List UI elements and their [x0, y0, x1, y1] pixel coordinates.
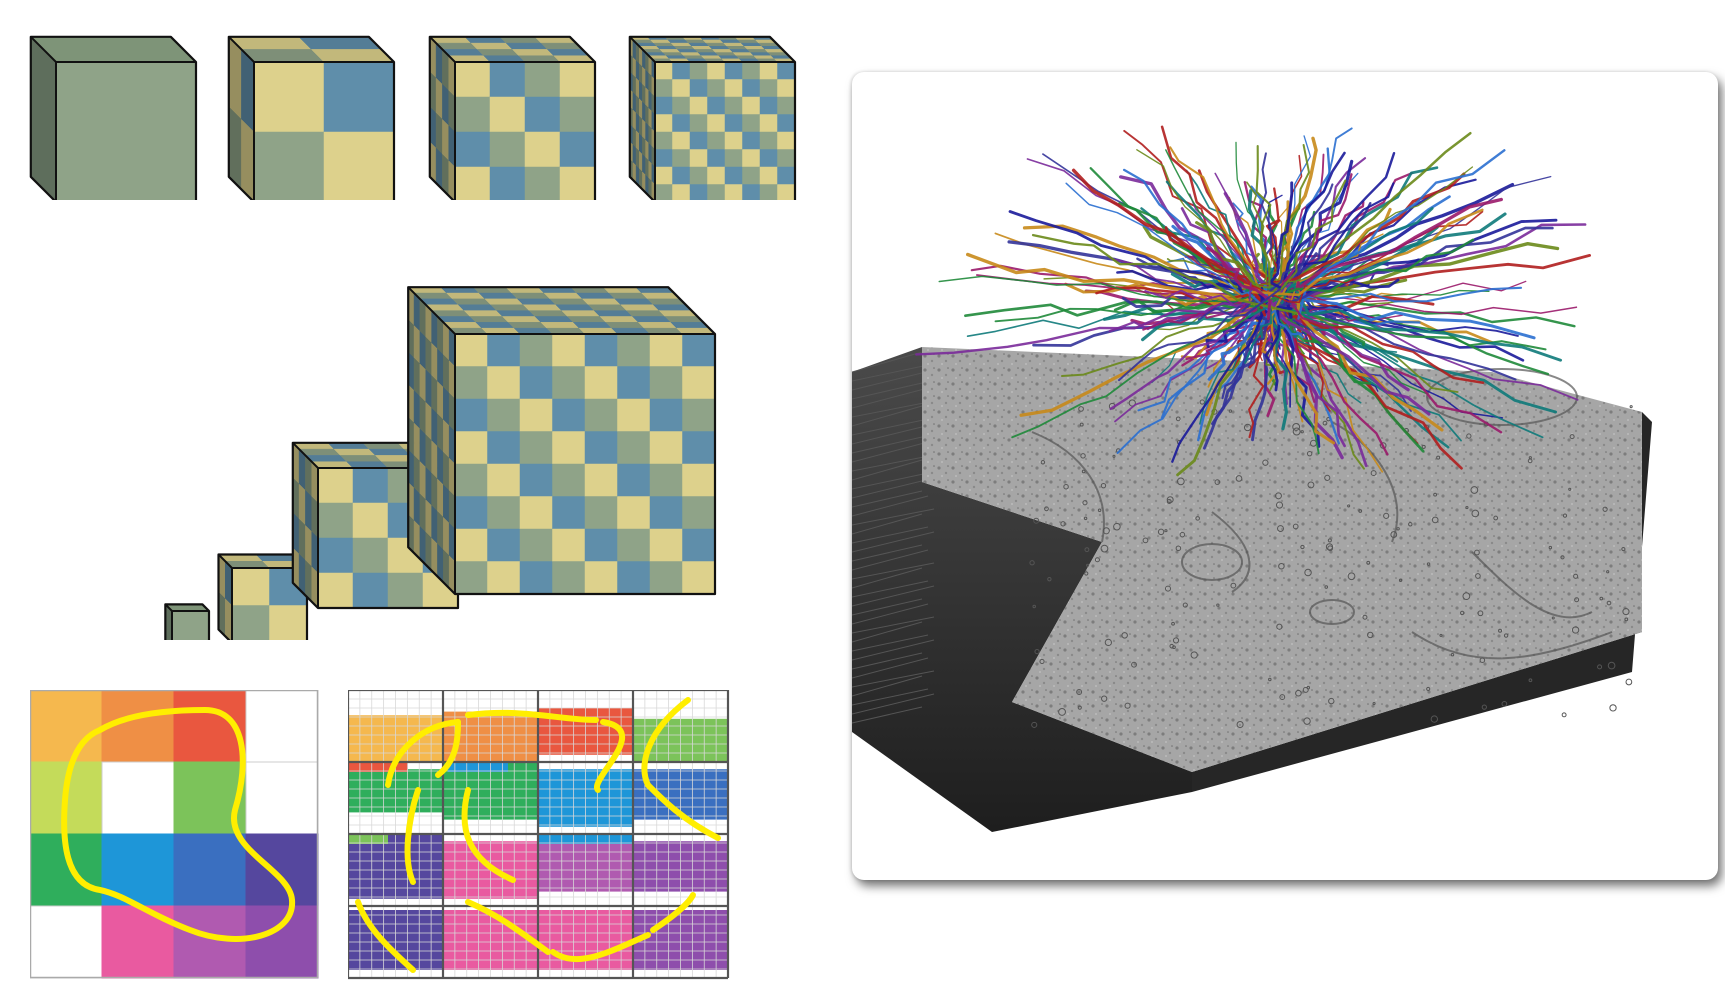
em-top-surface — [922, 347, 1642, 772]
em-cell-outlines — [1031, 368, 1613, 660]
coarse-cell — [245, 690, 319, 763]
cube-subdiv-8 — [628, 35, 797, 200]
neurite-branch — [1242, 286, 1523, 303]
neurite-branch — [1248, 306, 1273, 439]
neurite-branch — [1246, 181, 1268, 307]
segment-contour-pieces — [355, 697, 721, 973]
segment-contour — [61, 707, 296, 942]
coarse-cell — [101, 761, 175, 835]
neurite-branch — [1108, 302, 1294, 333]
pyramid-level-1 — [164, 603, 211, 640]
neurite-branch — [1022, 224, 1292, 318]
coarse-cell — [245, 761, 319, 835]
coarse-cell — [30, 905, 103, 979]
em-volume-panel — [852, 72, 1718, 880]
neurite-branch — [1298, 295, 1536, 340]
neurite-branch — [1292, 284, 1563, 362]
neurite-branch — [1071, 168, 1267, 307]
neurite-branch — [1264, 305, 1293, 392]
neurite-branch — [1252, 144, 1272, 289]
neurite-branch — [1280, 173, 1353, 301]
neurite-branch — [1271, 179, 1347, 296]
neurite-branch — [1109, 283, 1291, 411]
neurite-branch — [1144, 282, 1252, 307]
neurite-branch — [1254, 166, 1474, 287]
cube-multiscale-pyramid — [164, 286, 717, 640]
neurite-branch — [1262, 238, 1475, 304]
em-volume-illustration — [852, 125, 1652, 832]
slab-left-edge — [852, 347, 1192, 832]
neurite-branch — [1011, 289, 1292, 439]
neurite-branch — [1297, 149, 1506, 320]
cube-subdivision-row — [29, 35, 797, 200]
neurite-branch — [1248, 304, 1550, 376]
neuron-reconstruction — [915, 125, 1592, 477]
neurite-branch — [1095, 285, 1286, 306]
neurite-branch — [1223, 191, 1303, 312]
neurite-branch — [1019, 288, 1283, 417]
segmentation-fine-grid — [348, 690, 730, 980]
neurite-branch — [1245, 212, 1507, 293]
neurite-branch — [1169, 146, 1292, 291]
neurite-branch — [1117, 288, 1281, 382]
neurite-branch — [938, 275, 1265, 303]
neurite-branch — [1165, 149, 1274, 318]
neurite-branch — [1269, 281, 1289, 431]
neurite-branch — [1265, 295, 1431, 416]
segmentation-coarse-grid — [30, 690, 319, 979]
neurite-branch — [1031, 233, 1298, 315]
neurite-branch — [1247, 291, 1305, 339]
slab-right-edge — [1192, 412, 1652, 792]
pyramid-level-4 — [407, 286, 717, 596]
neurite-branch — [1292, 131, 1472, 316]
neurite-branch — [1256, 305, 1517, 381]
neurite-branch — [915, 295, 1295, 356]
neurite-branch — [1269, 181, 1304, 301]
neurite-branch — [1250, 278, 1354, 304]
neurite-branch — [1089, 167, 1265, 321]
neurite-branch — [1207, 284, 1271, 381]
neurite-branch — [1171, 286, 1263, 463]
neurite-branch — [1205, 292, 1272, 349]
neurite-branch — [1295, 197, 1503, 292]
neurite-branch — [1268, 207, 1434, 295]
neurite-branch — [1008, 210, 1250, 312]
coarse-cell — [173, 905, 247, 979]
neurite-branch — [1251, 208, 1484, 297]
cube-subdiv-4 — [428, 35, 597, 200]
neurite-branch — [1185, 307, 1258, 361]
neurite-branch — [1289, 299, 1503, 434]
neurite-branch — [1244, 304, 1273, 364]
neurite-branch — [1259, 223, 1587, 316]
em-slab-edges — [852, 347, 1652, 832]
neurite-branch — [1065, 182, 1256, 296]
coarse-cell — [173, 833, 247, 907]
neurite-branch — [1114, 311, 1288, 423]
cube-subdiv-2 — [227, 35, 396, 200]
coarse-cell — [245, 833, 319, 907]
neurite-branch — [1243, 202, 1372, 317]
coarse-cell — [30, 690, 103, 763]
neurite-branch — [1205, 246, 1272, 321]
neurite-branch — [1268, 183, 1334, 293]
cube-subdiv-1 — [29, 35, 198, 200]
neurite-branch — [1281, 151, 1346, 307]
neurite-branch — [1258, 172, 1466, 287]
coarse-cell — [245, 905, 319, 979]
